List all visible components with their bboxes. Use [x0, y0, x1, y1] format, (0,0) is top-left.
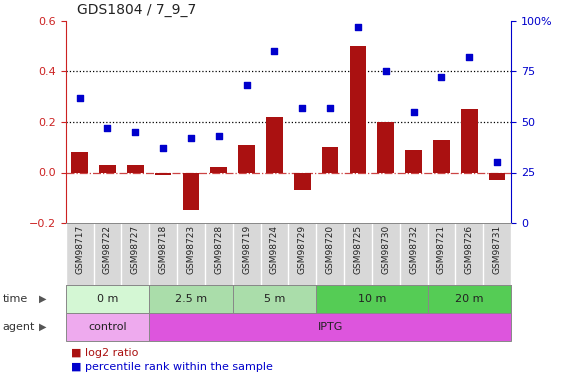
- Bar: [461, 109, 477, 172]
- Bar: [155, 172, 171, 175]
- Point: [353, 24, 363, 30]
- Point: [159, 145, 168, 151]
- Bar: [349, 46, 367, 172]
- Text: ■ percentile rank within the sample: ■ percentile rank within the sample: [71, 362, 274, 372]
- Bar: [266, 117, 283, 172]
- Point: [186, 135, 195, 141]
- Point: [493, 159, 502, 165]
- Text: GSM98721: GSM98721: [437, 225, 446, 274]
- Text: 10 m: 10 m: [357, 294, 386, 304]
- Point: [325, 105, 335, 111]
- Bar: [99, 165, 116, 172]
- Text: GSM98717: GSM98717: [75, 225, 84, 274]
- Point: [297, 105, 307, 111]
- Point: [103, 125, 112, 131]
- Point: [131, 129, 140, 135]
- Text: GSM98728: GSM98728: [214, 225, 223, 274]
- Bar: [71, 152, 88, 172]
- Bar: [377, 122, 394, 172]
- Text: GSM98730: GSM98730: [381, 225, 391, 274]
- Text: control: control: [88, 322, 127, 332]
- Bar: [127, 165, 144, 172]
- Text: 5 m: 5 m: [264, 294, 285, 304]
- Text: ▶: ▶: [39, 294, 47, 304]
- Text: GSM98724: GSM98724: [270, 225, 279, 274]
- Text: IPTG: IPTG: [317, 322, 343, 332]
- Text: GSM98720: GSM98720: [325, 225, 335, 274]
- Point: [381, 68, 391, 74]
- Bar: [433, 140, 450, 172]
- Text: GSM98722: GSM98722: [103, 225, 112, 274]
- Text: GSM98723: GSM98723: [186, 225, 195, 274]
- Point: [242, 82, 251, 88]
- Point: [465, 54, 474, 60]
- Text: time: time: [3, 294, 28, 304]
- Text: GSM98719: GSM98719: [242, 225, 251, 274]
- Text: GSM98727: GSM98727: [131, 225, 140, 274]
- Text: GSM98725: GSM98725: [353, 225, 363, 274]
- Point: [437, 74, 446, 80]
- Bar: [405, 150, 422, 172]
- Text: 2.5 m: 2.5 m: [175, 294, 207, 304]
- Point: [270, 48, 279, 54]
- Bar: [322, 147, 339, 172]
- Text: agent: agent: [3, 322, 35, 332]
- Text: GSM98731: GSM98731: [493, 225, 502, 274]
- Point: [409, 109, 418, 115]
- Point: [75, 94, 84, 100]
- Text: 0 m: 0 m: [96, 294, 118, 304]
- Text: GSM98718: GSM98718: [159, 225, 168, 274]
- Text: GDS1804 / 7_9_7: GDS1804 / 7_9_7: [77, 3, 196, 17]
- Text: GSM98729: GSM98729: [297, 225, 307, 274]
- Bar: [210, 167, 227, 172]
- Bar: [489, 172, 505, 180]
- Point: [214, 133, 223, 139]
- Text: GSM98732: GSM98732: [409, 225, 418, 274]
- Bar: [238, 145, 255, 172]
- Text: ▶: ▶: [39, 322, 47, 332]
- Text: ■ log2 ratio: ■ log2 ratio: [71, 348, 139, 358]
- Text: GSM98726: GSM98726: [465, 225, 474, 274]
- Bar: [294, 172, 311, 190]
- Text: 20 m: 20 m: [455, 294, 484, 304]
- Bar: [183, 172, 199, 210]
